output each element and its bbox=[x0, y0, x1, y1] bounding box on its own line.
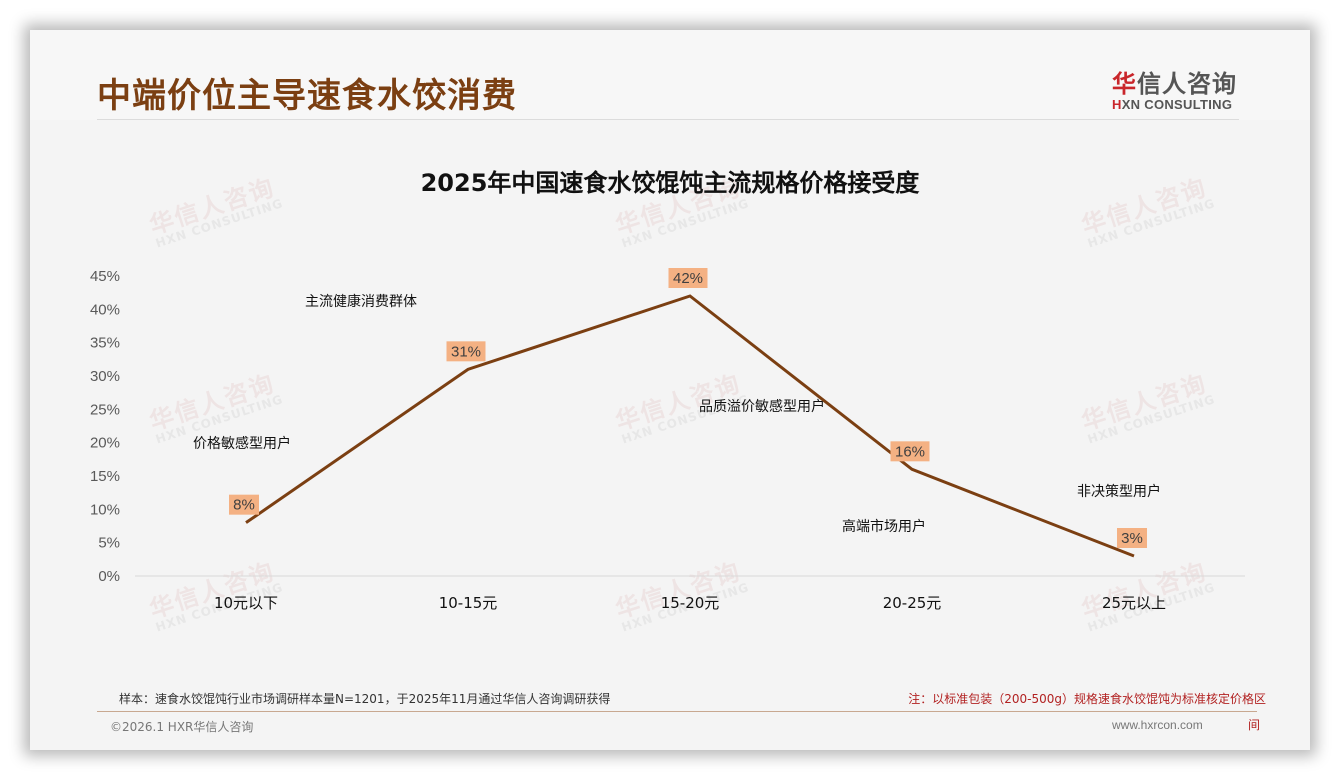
footer-divider bbox=[97, 711, 1257, 712]
data-label-bg bbox=[229, 494, 259, 515]
data-line bbox=[245, 294, 1135, 558]
y-tick-label: 45% bbox=[90, 268, 120, 285]
chart-title: 2025年中国速食水饺馄饨主流规格价格接受度 bbox=[420, 169, 920, 197]
x-category-label: 25元以上 bbox=[1102, 594, 1166, 612]
logo-cn-rest: 信人咨询 bbox=[1137, 70, 1237, 98]
logo-cn-prefix: 华 bbox=[1112, 70, 1137, 98]
logo-en-rest: XN CONSULTING bbox=[1121, 97, 1233, 112]
price-range-note: 注：以标准包装（200-500g）规格速食水饺馄饨为标准核定价格区 bbox=[908, 692, 1266, 706]
header-divider bbox=[97, 119, 1239, 120]
segment-annotation: 价格敏感型用户 bbox=[193, 435, 291, 452]
y-tick-label: 5% bbox=[98, 535, 120, 552]
data-label-bg bbox=[890, 441, 930, 462]
data-label: 42% bbox=[673, 270, 703, 287]
segment-annotation: 主流健康消费群体 bbox=[305, 293, 417, 310]
y-tick-label: 15% bbox=[90, 468, 120, 485]
line-chart: 0% 5% 10% 15% 20% 25% 30% 35% 40% 45% 10元以下 10-15元 1… bbox=[90, 268, 1245, 612]
y-tick-label: 25% bbox=[90, 401, 120, 418]
slide: 中端价位主导速食水饺消费 华信人咨询 HXN CONSULTING 华信人咨询 H… bbox=[30, 30, 1310, 750]
data-label-bg bbox=[668, 268, 708, 288]
sample-note: 样本：速食水饺馄饨行业市场调研样本量N=1201，于2025年11月通过华信人咨… bbox=[119, 692, 611, 706]
y-tick-label: 30% bbox=[90, 368, 120, 385]
y-tick-label: 35% bbox=[90, 335, 120, 352]
x-category-label: 20-25元 bbox=[883, 594, 942, 612]
data-label-bg bbox=[1117, 528, 1147, 548]
y-tick-label: 40% bbox=[90, 301, 120, 318]
segment-annotation: 非决策型用户 bbox=[1077, 483, 1161, 500]
website-link[interactable]: www.hxrcon.com bbox=[1112, 718, 1203, 732]
x-category-label: 10元以下 bbox=[214, 594, 278, 612]
data-label: 3% bbox=[1121, 530, 1143, 547]
header-band bbox=[30, 30, 1310, 120]
logo-en-prefix: H bbox=[1112, 97, 1122, 112]
logo-en: HXN CONSULTING bbox=[1112, 97, 1242, 112]
segment-annotation: 高端市场用户 bbox=[842, 518, 926, 535]
logo-cn: 华信人咨询 bbox=[1112, 64, 1242, 99]
company-logo: 华信人咨询 HXN CONSULTING bbox=[1112, 64, 1242, 112]
x-category-label: 15-20元 bbox=[661, 594, 720, 612]
y-tick-label: 10% bbox=[90, 501, 120, 518]
x-category-label: 10-15元 bbox=[439, 594, 498, 612]
data-label: 16% bbox=[895, 443, 925, 460]
page-title: 中端价位主导速食水饺消费 bbox=[97, 76, 517, 116]
segment-annotation: 品质溢价敏感型用户 bbox=[699, 398, 825, 415]
price-range-note-wrap: 间 bbox=[1248, 718, 1261, 732]
y-tick-label: 20% bbox=[90, 435, 120, 452]
y-tick-label: 0% bbox=[98, 568, 120, 585]
copyright: ©2026.1 HXR华信人咨询 bbox=[110, 720, 254, 734]
data-label: 31% bbox=[451, 343, 481, 360]
data-label-bg bbox=[446, 341, 486, 362]
data-label: 8% bbox=[233, 497, 255, 514]
